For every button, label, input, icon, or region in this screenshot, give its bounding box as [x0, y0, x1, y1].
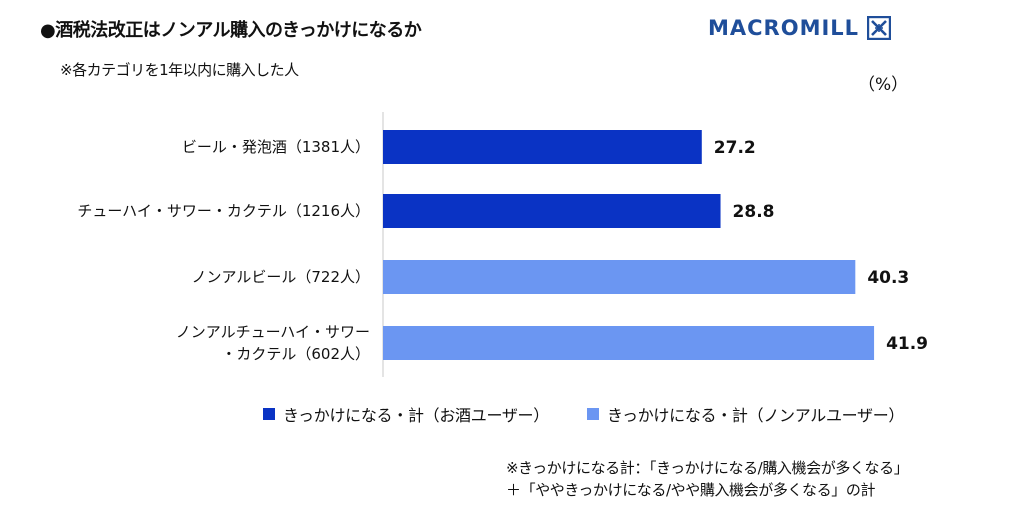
legend-swatch-nonalcohol-users: [586, 408, 599, 420]
category-label: ・カクテル（602人）: [221, 345, 370, 363]
bar-value-label: 40.3: [867, 268, 909, 288]
legend-label-nonalcohol-users: きっかけになる・計（ノンアルユーザー）: [606, 406, 905, 425]
footnote-line-2: ＋「ややきっかけになる/やや購入機会が多くなる」の計: [506, 481, 876, 499]
footnote-line-1: ※きっかけになる計：「きっかけになる/購入機会が多くなる」: [506, 459, 909, 477]
unit-label: （%）: [858, 75, 909, 95]
bar-chart: 27.2 ビール・発泡酒（1381人） 28.8 チューハイ・サワー・カクテル（121…: [77, 112, 928, 377]
legend-swatch-alcohol-users: [263, 408, 275, 420]
chart-subtitle: ※各カテゴリを1年以内に購入した人: [60, 61, 299, 79]
bar: [383, 326, 875, 360]
category-label: ノンアルチューハイ・サワー: [176, 323, 370, 341]
category-label: ビール・発泡酒（1381人）: [182, 138, 370, 156]
bar-value-label: 41.9: [886, 334, 928, 354]
legend-item-alcohol-users: きっかけになる・計（お酒ユーザー）: [263, 402, 549, 426]
macromill-logo-icon: [867, 16, 892, 40]
brand-logo: MACROMILL: [708, 16, 892, 40]
bar: [383, 194, 721, 228]
bar-value-label: 27.2: [714, 138, 756, 158]
legend-item-nonalcohol-users: きっかけになる・計（ノンアルユーザー）: [586, 402, 905, 426]
category-label: チューハイ・サワー・カクテル（1216人）: [77, 202, 370, 220]
brand-name: MACROMILL: [708, 16, 860, 40]
bar: [383, 260, 856, 294]
category-label: ノンアルビール（722人）: [192, 268, 370, 286]
bar: [383, 130, 702, 164]
chart-title: ●酒税法改正はノンアル購入のきっかけになるか: [40, 20, 422, 41]
footnote: ※きっかけになる計：「きっかけになる/購入機会が多くなる」 ＋「ややきっかけにな…: [506, 457, 909, 501]
bar-value-label: 28.8: [733, 202, 775, 222]
legend: きっかけになる・計（お酒ユーザー） きっかけになる・計（ノンアルユーザー）: [263, 402, 942, 426]
legend-label-alcohol-users: きっかけになる・計（お酒ユーザー）: [283, 406, 549, 425]
